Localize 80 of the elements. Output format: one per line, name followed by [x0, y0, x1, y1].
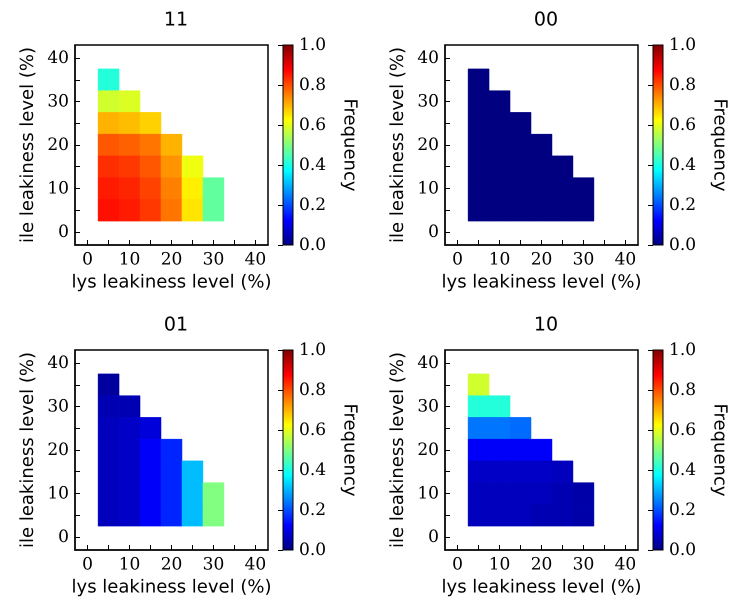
color-bar-label: 0.2 — [299, 195, 326, 215]
x-tick-label: 30 — [572, 250, 594, 270]
x-axis-title: lys leakiness level (%) — [442, 576, 642, 598]
color-bar-label: 0.6 — [299, 115, 326, 135]
y-tick-label: 20 — [417, 440, 439, 460]
y-tick-label: 30 — [47, 396, 69, 417]
y-axis-title: ile leakiness level (%) — [16, 47, 38, 243]
x-tick-label: 0 — [452, 250, 463, 270]
y-tick-label: 20 — [417, 135, 439, 155]
x-tick-label: 0 — [82, 250, 93, 270]
color-bar-label: 0.6 — [299, 420, 326, 440]
x-tick-label: 10 — [488, 250, 510, 270]
x-tick-label: 20 — [530, 250, 552, 270]
color-bar-label: 0.2 — [299, 500, 326, 520]
x-tick-label: 0 — [452, 554, 463, 574]
y-tick-label: 0 — [58, 222, 69, 242]
y-tick-label: 0 — [428, 526, 439, 547]
color-bar-label: 0.0 — [669, 540, 696, 560]
x-tick-label: 30 — [202, 554, 224, 574]
x-tick-label: 40 — [614, 554, 636, 574]
color-bar-label: 1.0 — [669, 340, 696, 360]
color-bar-label: 1.0 — [299, 35, 326, 55]
color-bar-label: 0.8 — [299, 380, 326, 400]
y-axis-title: ile leakiness level (%) — [16, 352, 38, 548]
y-tick-label: 30 — [417, 396, 439, 417]
x-tick-label: 20 — [160, 554, 182, 574]
color-bar-label: 0.4 — [669, 155, 696, 175]
x-tick-label: 40 — [614, 250, 636, 270]
y-tick-label: 0 — [428, 222, 439, 242]
x-tick-label: 20 — [160, 250, 182, 270]
y-tick-label: 40 — [417, 48, 439, 68]
color-bar-label: 0.4 — [299, 155, 326, 175]
color-bar-label: 1.0 — [669, 35, 696, 55]
color-bar-label: 0.6 — [669, 420, 696, 440]
x-axis-title: lys leakiness level (%) — [72, 576, 272, 598]
x-tick-label: 10 — [118, 250, 140, 270]
color-bar-label: 1.0 — [299, 340, 326, 360]
y-tick-label: 40 — [47, 353, 69, 374]
y-tick-label: 10 — [417, 178, 439, 198]
color-bar-label: 0.0 — [299, 235, 326, 255]
y-tick-label: 20 — [47, 135, 69, 155]
x-tick-label: 20 — [530, 554, 552, 574]
x-tick-label: 10 — [488, 554, 510, 574]
color-bar-label: 0.0 — [669, 235, 696, 255]
y-tick-label: 40 — [417, 353, 439, 374]
color-bar-title: Frequency — [340, 98, 360, 192]
color-bar-label: 0.2 — [669, 195, 696, 215]
color-bar-label: 0.8 — [299, 75, 326, 95]
x-axis-title: lys leakiness level (%) — [442, 272, 642, 292]
x-tick-label: 10 — [118, 554, 140, 574]
color-bar-title: Frequency — [340, 404, 360, 497]
y-tick-label: 20 — [47, 440, 69, 460]
y-tick-label: 30 — [417, 92, 439, 112]
y-tick-label: 10 — [47, 483, 69, 504]
chart-title: 11 — [164, 8, 188, 30]
chart-title: 00 — [534, 8, 558, 30]
x-tick-label: 40 — [244, 250, 266, 270]
color-bar-title: Frequency — [710, 404, 730, 497]
color-bar-label: 0.8 — [669, 380, 696, 400]
y-axis-title: ile leakiness level (%) — [386, 47, 408, 243]
color-bar-title: Frequency — [710, 98, 730, 192]
y-tick-label: 10 — [47, 178, 69, 198]
x-tick-label: 40 — [244, 554, 266, 574]
color-bar-label: 0.4 — [669, 460, 696, 480]
color-bar-label: 0.2 — [669, 500, 696, 520]
color-bar-label: 0.6 — [669, 115, 696, 135]
color-bar-label: 0.8 — [669, 75, 696, 95]
x-axis-title: lys leakiness level (%) — [72, 272, 272, 292]
y-tick-label: 30 — [47, 92, 69, 112]
color-bar-label: 0.0 — [299, 540, 326, 560]
chart-title: 01 — [164, 314, 188, 336]
chart-title: 10 — [534, 314, 558, 336]
y-tick-label: 0 — [58, 526, 69, 547]
y-axis-title: ile leakiness level (%) — [386, 352, 408, 548]
x-tick-label: 30 — [202, 250, 224, 270]
x-tick-label: 0 — [82, 554, 93, 574]
y-tick-label: 40 — [47, 48, 69, 68]
x-tick-label: 30 — [572, 554, 594, 574]
color-bar-label: 0.4 — [299, 460, 326, 480]
y-tick-label: 10 — [417, 483, 439, 504]
